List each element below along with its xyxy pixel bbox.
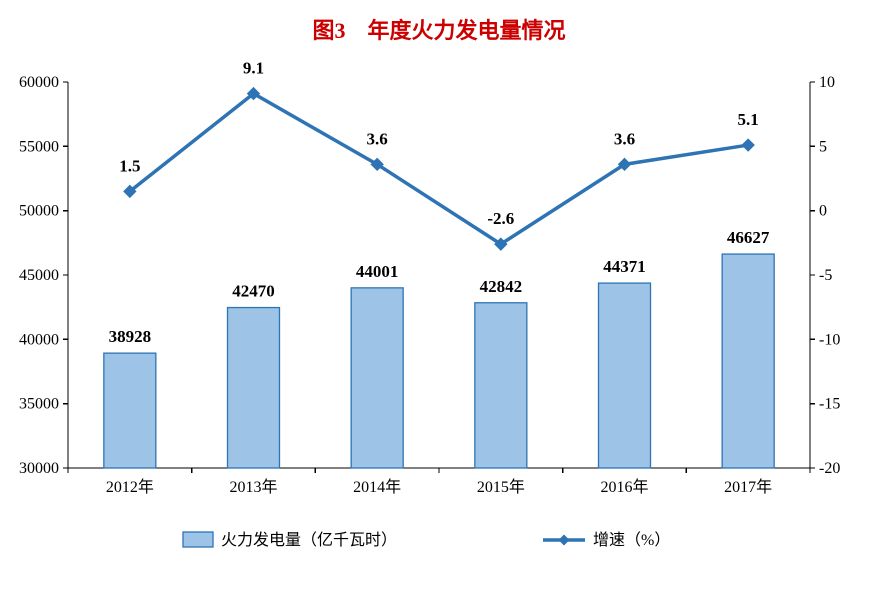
right-axis-tick-label: -10 xyxy=(819,331,840,348)
right-axis-tick-label: 10 xyxy=(819,74,835,91)
bar xyxy=(721,253,775,469)
right-axis-tick-label: 0 xyxy=(819,203,827,220)
line-value-label: 5.1 xyxy=(738,110,759,129)
x-axis-category-label: 2014年 xyxy=(353,478,401,496)
x-axis-category-label: 2017年 xyxy=(724,478,772,496)
line-value-label: 9.1 xyxy=(243,59,264,78)
line-marker-diamond xyxy=(617,157,632,172)
left-axis-tick-label: 40000 xyxy=(19,331,59,348)
bar xyxy=(474,302,528,469)
bar-value-label: 38928 xyxy=(109,327,152,346)
right-axis-tick-label: 5 xyxy=(819,138,827,155)
bar-value-label: 44001 xyxy=(356,262,399,281)
left-axis-tick-label: 50000 xyxy=(19,203,59,220)
bar-value-label: 46627 xyxy=(727,228,770,247)
bar xyxy=(597,282,652,469)
right-axis-tick-label: -15 xyxy=(819,396,840,413)
left-axis-tick-label: 60000 xyxy=(19,74,59,91)
legend-line-label: 增速（%） xyxy=(593,531,670,549)
x-axis-category-label: 2013年 xyxy=(229,478,277,496)
x-axis-category-label: 2016年 xyxy=(600,478,648,496)
line-series xyxy=(128,91,749,246)
bar-value-label: 42470 xyxy=(232,282,275,301)
line-value-label: -2.6 xyxy=(487,209,514,228)
left-axis-tick-label: 35000 xyxy=(19,396,59,413)
x-axis-category-label: 2015年 xyxy=(477,478,525,496)
right-axis-tick-label: -5 xyxy=(819,267,832,284)
line-value-label: 3.6 xyxy=(367,129,388,148)
bar-value-label: 44371 xyxy=(603,257,646,276)
legend-line-diamond xyxy=(558,534,570,546)
right-axis-tick-label: -20 xyxy=(819,460,840,477)
bar xyxy=(350,287,404,469)
chart-title: 图3 年度火力发电量情况 xyxy=(312,18,565,43)
bar-value-label: 42842 xyxy=(480,277,523,296)
x-axis-category-label: 2012年 xyxy=(106,478,154,496)
line-marker-diamond xyxy=(370,157,384,172)
left-axis-tick-label: 30000 xyxy=(19,460,59,477)
line-marker-diamond xyxy=(741,138,755,152)
line-marker-diamond xyxy=(246,86,261,101)
left-axis-tick-label: 45000 xyxy=(19,267,59,284)
line-value-label: 3.6 xyxy=(614,129,635,148)
legend-bar-label: 火力发电量（亿千瓦时） xyxy=(221,531,397,549)
left-axis-tick-label: 55000 xyxy=(19,138,59,155)
bar xyxy=(103,352,157,469)
bar xyxy=(226,306,281,469)
legend-bar-swatch xyxy=(182,531,214,548)
line-value-label: 1.5 xyxy=(119,156,140,175)
line-marker-diamond xyxy=(123,184,137,199)
line-marker-diamond xyxy=(494,237,508,251)
